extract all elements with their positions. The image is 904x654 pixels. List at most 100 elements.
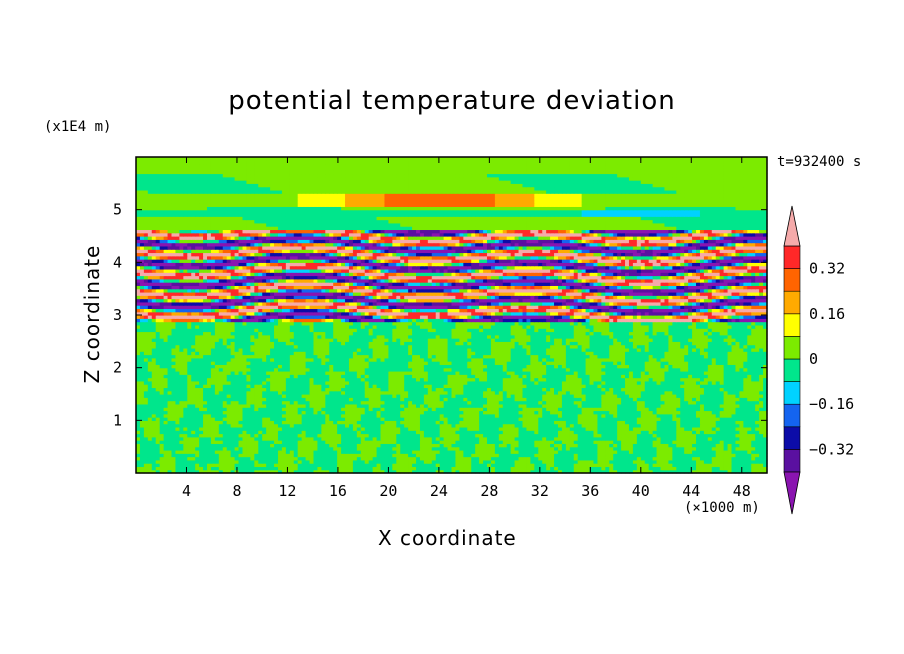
heatmap-cell [329, 463, 334, 468]
heatmap-cell [195, 426, 200, 431]
heatmap-cell [459, 433, 464, 438]
heatmap-cell [329, 423, 334, 428]
heatmap-cell [455, 403, 460, 408]
heatmap-cell [396, 440, 401, 444]
heatmap-cell [751, 420, 756, 425]
heatmap-cell [226, 459, 232, 464]
heatmap-cell [542, 459, 547, 464]
heatmap-cell [199, 466, 204, 471]
heatmap-cell [392, 403, 397, 408]
heatmap-cell [183, 443, 188, 448]
heatmap-cell [250, 407, 255, 412]
heatmap-cell [136, 426, 141, 431]
heatmap-cell [372, 423, 378, 428]
heatmap-cell [696, 410, 701, 415]
heatmap-cell [281, 417, 287, 421]
heatmap-cell [345, 456, 350, 461]
heatmap-cell [380, 420, 386, 425]
heatmap-cell [305, 426, 311, 431]
heatmap-cell [660, 469, 666, 474]
heatmap-cell [206, 469, 212, 474]
heatmap-cell [313, 459, 319, 464]
heatmap-cell [447, 463, 453, 468]
heatmap-cell [711, 403, 717, 408]
heatmap-cell [581, 469, 587, 474]
heatmap-cell [388, 417, 393, 421]
heatmap-cell [573, 456, 579, 461]
heatmap-cell [688, 430, 693, 435]
heatmap-cell [187, 443, 192, 448]
heatmap-cell [230, 413, 236, 418]
heatmap-cell [585, 466, 591, 471]
heatmap-cell [479, 459, 484, 464]
heatmap-cell [325, 407, 330, 412]
heatmap-cell [392, 417, 397, 421]
heatmap-cell [696, 426, 701, 431]
heatmap-cell [550, 436, 555, 441]
heatmap-cell [573, 423, 579, 428]
heatmap-cell [514, 459, 520, 464]
heatmap-cell [242, 456, 248, 461]
heatmap-cell [423, 443, 429, 448]
heatmap-cell [514, 430, 520, 435]
heatmap-cell [412, 430, 417, 435]
heatmap-cell [494, 423, 500, 428]
heatmap-cell [648, 426, 654, 431]
heatmap-cell [163, 410, 169, 415]
heatmap-cell [435, 453, 441, 458]
heatmap-cell [270, 456, 275, 461]
heatmap-cell [372, 466, 378, 471]
heatmap-cell [199, 446, 204, 451]
heatmap-cell [534, 426, 539, 431]
heatmap-cell [139, 459, 145, 464]
heatmap-cell [384, 436, 389, 441]
heatmap-cell [601, 407, 606, 412]
heatmap-cell [222, 410, 228, 415]
heatmap-cell [632, 410, 638, 415]
heatmap-cell [155, 436, 161, 441]
heatmap-cell [522, 446, 528, 451]
heatmap-cell [471, 440, 476, 444]
heatmap-cell [301, 446, 307, 451]
heatmap-cell [352, 459, 358, 464]
heatmap-cell [538, 449, 543, 454]
heatmap-cell [199, 443, 204, 448]
heatmap-cell [506, 410, 512, 415]
heatmap-cell [163, 407, 169, 412]
heatmap-cell [506, 417, 512, 421]
heatmap-cell [526, 446, 531, 451]
heatmap-cell [526, 443, 531, 448]
heatmap-cell [459, 403, 464, 408]
heatmap-cell [680, 420, 685, 425]
heatmap-cell [573, 430, 579, 435]
heatmap-cell [258, 433, 263, 438]
heatmap-cell [301, 456, 307, 461]
heatmap-cell [179, 420, 184, 425]
heatmap-cell [179, 403, 184, 408]
heatmap-cell [510, 463, 516, 468]
heatmap-cell [356, 453, 362, 458]
heatmap-cell [376, 420, 382, 425]
heatmap-cell [195, 436, 200, 441]
heatmap-cell [388, 446, 393, 451]
heatmap-cell [550, 453, 555, 458]
heatmap-cell [727, 433, 733, 438]
heatmap-cell [242, 407, 248, 412]
heatmap-cell [281, 407, 287, 412]
heatmap-cell [195, 423, 200, 428]
heatmap-cell [514, 433, 520, 438]
heatmap-cell [360, 407, 366, 412]
heatmap-cell [735, 463, 740, 468]
heatmap-cell [561, 420, 567, 425]
heatmap-cell [313, 446, 319, 451]
heatmap-cell [656, 449, 662, 454]
heatmap-cell [617, 469, 622, 474]
heatmap-cell [530, 403, 535, 408]
heatmap-cell [285, 433, 291, 438]
heatmap-cell [617, 423, 622, 428]
heatmap-cell [664, 407, 669, 412]
heatmap-cell [506, 413, 512, 418]
heatmap-cell [163, 426, 169, 431]
heatmap-cell [471, 463, 476, 468]
heatmap-cell [550, 413, 555, 418]
